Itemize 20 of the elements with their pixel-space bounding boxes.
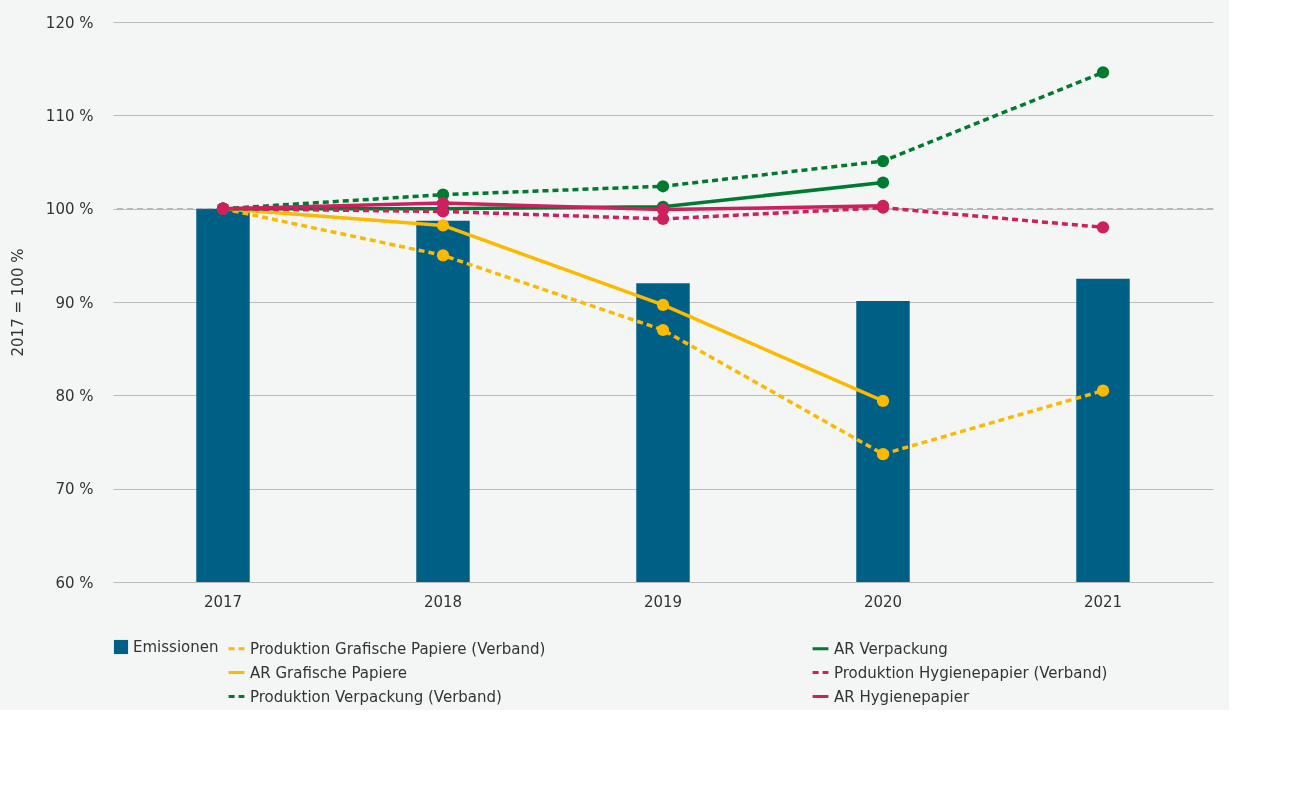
y-axis-title: 2017 = 100 % xyxy=(8,248,27,357)
y-tick-label: 60 % xyxy=(55,573,94,592)
x-tick-label: 2020 xyxy=(863,592,903,611)
y-tick-label: 100 % xyxy=(45,200,94,219)
y-tick-label: 80 % xyxy=(55,386,94,405)
y-tick-label: 90 % xyxy=(55,293,94,312)
legend-label: Produktion Hygienepapier (Verband) xyxy=(834,663,1108,682)
legend-label: AR Grafische Papiere xyxy=(250,663,407,682)
x-tick-label: 2018 xyxy=(423,592,463,611)
legend-label: Produktion Verpackung (Verband) xyxy=(250,687,502,706)
legend-label: AR Hygienepapier xyxy=(834,687,970,706)
x-tick-label: 2021 xyxy=(1083,592,1123,611)
legend-label: AR Verpackung xyxy=(834,639,948,658)
y-tick-label: 120 % xyxy=(45,13,94,32)
y-tick-label: 70 % xyxy=(55,480,94,499)
x-tick-label: 2019 xyxy=(643,592,683,611)
x-tick-label: 2017 xyxy=(203,592,243,611)
legend-label: Produktion Grafische Papiere (Verband) xyxy=(250,639,546,658)
legend-label: Emissionen xyxy=(133,638,219,656)
y-tick-label: 110 % xyxy=(45,106,94,125)
